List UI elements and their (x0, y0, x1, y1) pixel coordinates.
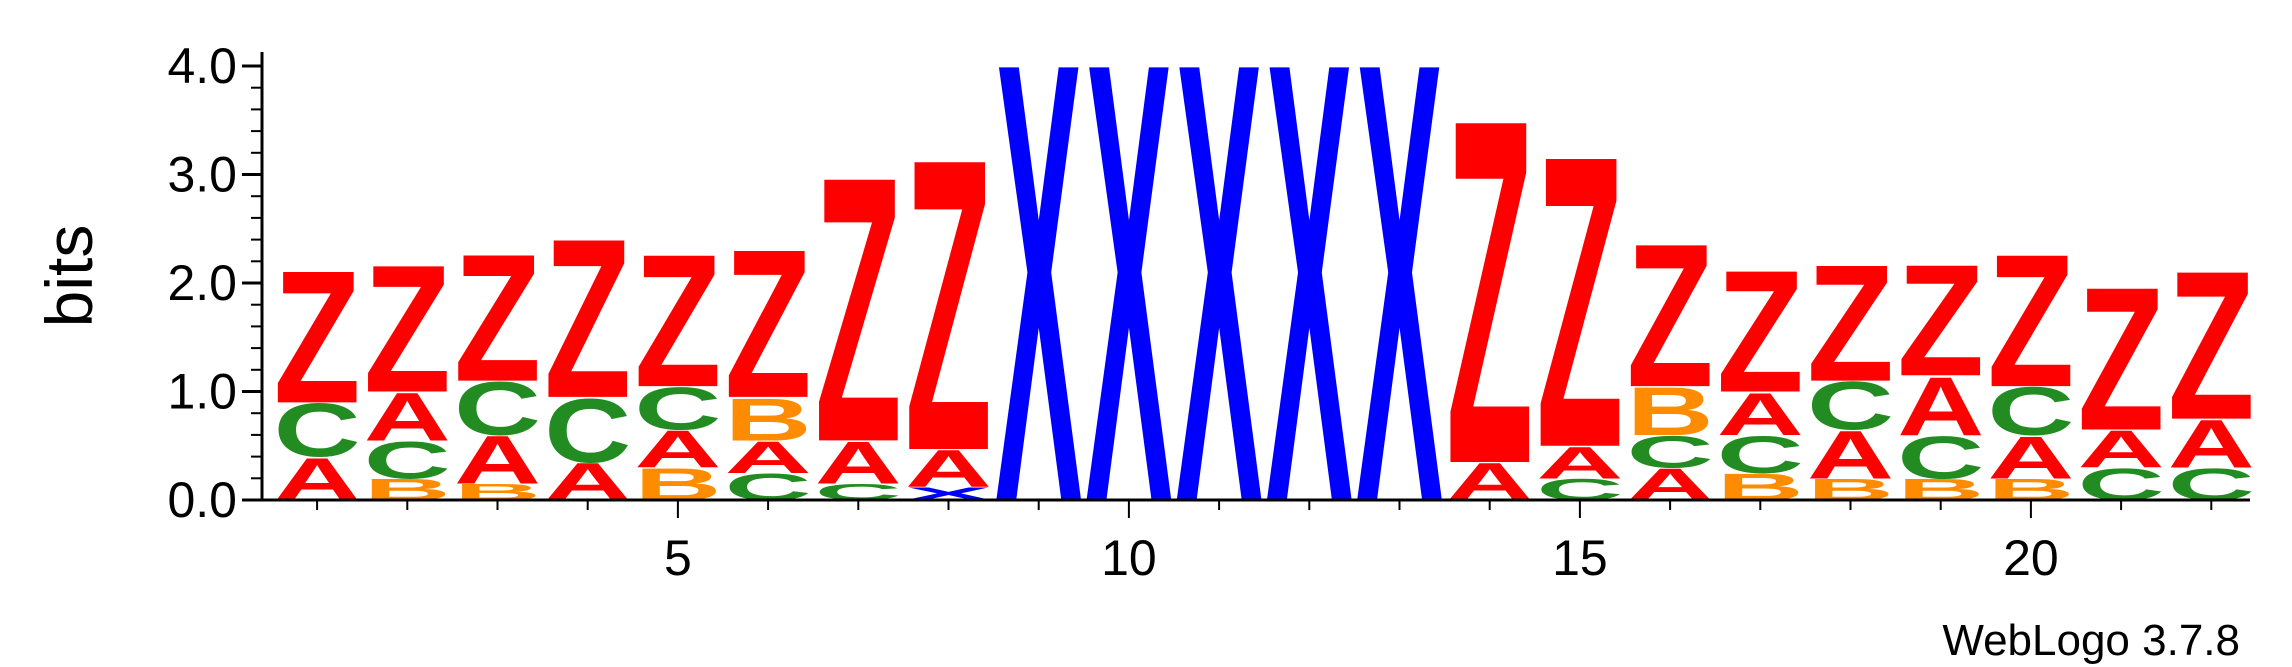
logo-letter-Z: Z (905, 72, 992, 538)
logo-letter-A: A (2078, 420, 2165, 479)
y-tick-label: 3.0 (167, 147, 237, 203)
logo-letter-X: X (1266, 0, 1354, 634)
logo-letter-A: A (905, 439, 992, 498)
logo-letter-Z: Z (815, 97, 902, 521)
logo-letter-Z: Z (544, 192, 631, 446)
logo-letter-X: X (995, 0, 1083, 634)
logo-letter-A: A (1897, 359, 1984, 452)
logo-letter-A: A (1807, 416, 1894, 493)
logo-letter-C: C (544, 379, 631, 481)
y-tick-label: 2.0 (167, 255, 237, 311)
y-tick-label: 4.0 (167, 38, 237, 94)
x-tick-label: 5 (664, 530, 692, 586)
logo-letter-A: A (1446, 452, 1533, 511)
x-tick-label: 15 (1552, 530, 1608, 586)
logo-letter-A: A (1536, 438, 1623, 488)
logo-letter-A: A (725, 432, 812, 482)
x-tick-label: 20 (2003, 530, 2059, 586)
logo-letter-A: A (544, 452, 631, 511)
footer-label: WebLogo 3.7.8 (1942, 616, 2240, 665)
logo-letter-Z: Z (634, 214, 721, 427)
logo-letter-A: A (815, 430, 902, 497)
logo-letter-C: C (634, 375, 721, 442)
logo-letter-B: B (1717, 466, 1804, 508)
logo-letter-A: A (2168, 405, 2255, 482)
logo-letter-Z: Z (1897, 231, 1984, 409)
logo-letter-X: X (1176, 0, 1264, 634)
logo-letter-A: A (454, 422, 541, 499)
logo-letter-Z: Z (725, 206, 812, 443)
logo-letter-Z: Z (1536, 68, 1623, 534)
logo-letter-C: C (1807, 367, 1894, 444)
logo-letter-Z: Z (274, 231, 361, 444)
logo-letter-C: C (815, 480, 902, 505)
logo-letter-Z: Z (1807, 230, 1894, 416)
logo-letter-A: A (1987, 424, 2074, 491)
logo-letter-X: X (905, 484, 992, 504)
logo-letter-C: C (1897, 424, 1984, 491)
logo-letter-A: A (364, 378, 451, 455)
logo-letter-X: X (1085, 0, 1173, 634)
logo-letter-B: B (1627, 373, 1714, 450)
axes-layer: 0.0 1.0 2.0 3.0 4.0 5 10 15 20 (167, 38, 2250, 586)
logo-letter-Z: Z (2078, 245, 2165, 474)
y-tick-label: 1.0 (167, 364, 237, 420)
logo-letter-Z: Z (1987, 214, 2074, 427)
logo-letter-B: B (364, 472, 451, 506)
logo-letter-C: C (1536, 472, 1623, 506)
logo-letter-C: C (1627, 427, 1714, 477)
logo-letter-B: B (454, 480, 541, 505)
logo-letter-C: C (1717, 425, 1804, 484)
logo-letter-C: C (454, 367, 541, 451)
x-tick-label: 10 (1101, 530, 1157, 586)
logo-letter-C: C (364, 430, 451, 489)
logo-letter-C: C (2168, 460, 2255, 510)
logo-letter-Z: Z (1446, 16, 1533, 566)
logo-letter-B: B (725, 386, 812, 453)
logo-letter-A: A (274, 446, 361, 513)
logo-letter-Z: Z (364, 227, 451, 431)
logo-letter-A: A (1627, 460, 1714, 510)
logo-letter-X: X (1356, 0, 1444, 634)
logo-letter-A: A (634, 420, 721, 479)
logo-letter-C: C (274, 389, 361, 473)
logo-letter-A: A (1717, 381, 1804, 448)
logo-letter-C: C (2078, 460, 2165, 510)
logo-letter-C: C (725, 466, 812, 508)
logo-letter-C: C (1987, 373, 2074, 450)
logo-letter-Z: Z (1717, 234, 1804, 429)
logo-letter-B: B (1987, 472, 2074, 506)
logo-letter-Z: Z (2168, 227, 2255, 464)
y-tick-label: 0.0 (167, 472, 237, 528)
logo-letter-B: B (634, 460, 721, 510)
y-axis-label: bits (32, 225, 106, 328)
logo-letter-Z: Z (1627, 202, 1714, 431)
logo-letter-Z: Z (454, 216, 541, 420)
logo-letter-B: B (1807, 472, 1894, 506)
y-tick-group: 0.0 1.0 2.0 3.0 4.0 (167, 38, 262, 528)
x-tick-group: 5 10 15 20 (316, 500, 2213, 586)
logo-letter-B: B (1897, 472, 1984, 506)
